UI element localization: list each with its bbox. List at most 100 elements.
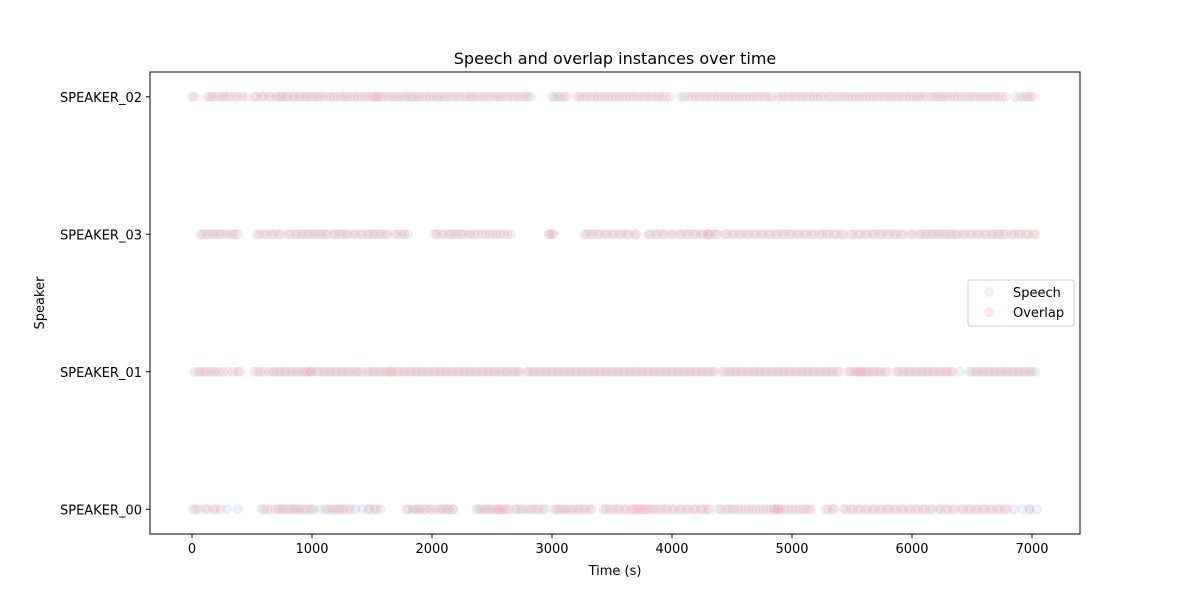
data-point [334, 229, 345, 240]
data-point [643, 229, 653, 240]
data-point [400, 366, 411, 377]
data-point [862, 229, 873, 240]
data-point [609, 229, 620, 240]
data-point [621, 504, 632, 515]
data-point [599, 91, 610, 102]
data-point [656, 366, 667, 377]
data-point [421, 504, 431, 515]
data-point [974, 229, 985, 240]
data-point [512, 504, 523, 515]
data-point [601, 504, 611, 515]
data-point [855, 229, 866, 240]
data-point [307, 504, 317, 515]
data-point [695, 504, 706, 515]
data-point [362, 229, 373, 240]
data-point [211, 91, 221, 102]
data-point [641, 366, 652, 377]
data-point [952, 229, 963, 240]
data-point [729, 504, 740, 515]
data-point [863, 366, 874, 377]
data-point [932, 91, 943, 102]
data-point [493, 504, 503, 515]
data-point [549, 504, 560, 515]
data-point [629, 366, 640, 377]
data-point [789, 366, 800, 377]
data-point [237, 91, 248, 102]
data-point [821, 229, 832, 240]
data-point [194, 504, 205, 515]
data-point [496, 366, 507, 377]
data-point [869, 229, 880, 240]
data-point [213, 229, 224, 240]
data-point [616, 229, 627, 240]
data-point [891, 366, 902, 377]
data-point [665, 366, 676, 377]
data-point [922, 229, 933, 240]
data-point [266, 229, 277, 240]
data-point [279, 366, 290, 377]
data-point [964, 366, 975, 377]
data-point [275, 366, 286, 377]
data-point [298, 229, 309, 240]
data-point [743, 504, 754, 515]
data-point [956, 91, 967, 102]
data-point [832, 91, 843, 102]
data-point [921, 91, 932, 102]
data-point [905, 366, 916, 377]
data-point [189, 366, 200, 377]
data-point [401, 504, 412, 515]
data-point [961, 91, 971, 102]
data-point [997, 366, 1007, 377]
data-point [743, 229, 754, 240]
data-point [439, 229, 449, 240]
data-point [494, 504, 505, 515]
data-point [727, 91, 737, 102]
data-point [427, 504, 437, 515]
data-point [287, 366, 298, 377]
data-point [991, 366, 1001, 377]
data-point [1030, 366, 1041, 377]
data-point [701, 504, 712, 515]
data-point [557, 366, 568, 377]
x-tick-label: 1000 [295, 542, 328, 557]
data-point [302, 91, 313, 102]
data-point [998, 229, 1009, 240]
data-point [1031, 504, 1042, 515]
data-point [893, 366, 904, 377]
data-point [305, 91, 316, 102]
data-point [776, 504, 787, 515]
data-point [229, 91, 239, 102]
data-point [477, 229, 488, 240]
data-point [465, 229, 476, 240]
data-point [470, 366, 481, 377]
data-point [779, 229, 790, 240]
data-point [350, 229, 361, 240]
data-point [628, 504, 639, 515]
data-point [638, 366, 649, 377]
data-point [311, 366, 322, 377]
data-point [777, 229, 788, 240]
data-point [448, 366, 459, 377]
data-point [509, 504, 520, 515]
data-point [964, 91, 975, 102]
data-point [643, 504, 653, 515]
x-axis-ticks: 0 1000 2000 3000 4000 5000 6000 7000 [188, 534, 1049, 557]
data-point [560, 504, 571, 515]
data-point [304, 366, 315, 377]
data-point [344, 366, 355, 377]
data-point [386, 366, 397, 377]
data-point [523, 91, 533, 102]
data-point [1006, 229, 1017, 240]
data-point [328, 91, 339, 102]
data-point [608, 504, 619, 515]
data-point [193, 366, 203, 377]
data-point [614, 91, 625, 102]
data-point [712, 91, 723, 102]
data-point [661, 91, 671, 102]
data-point [189, 91, 200, 102]
data-point [941, 91, 952, 102]
data-point [847, 91, 857, 102]
data-point [428, 91, 439, 102]
data-point [845, 504, 856, 515]
data-point [506, 91, 517, 102]
